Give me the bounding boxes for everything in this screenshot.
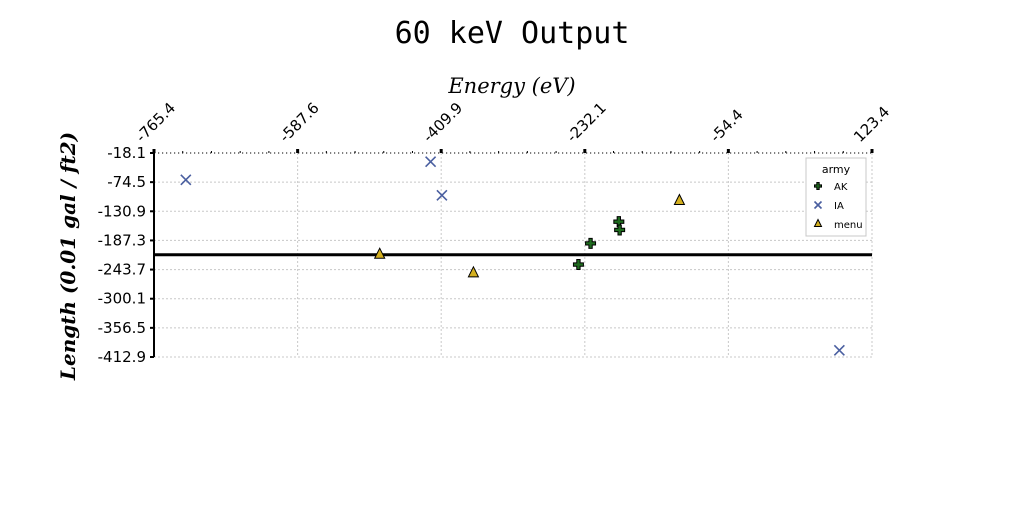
y-tick-label: -243.7 [98, 261, 146, 279]
x-tick-label: -587.6 [276, 99, 323, 146]
legend-label: menu [834, 220, 863, 231]
legend-marker-menu [813, 218, 823, 227]
data-point-ia [425, 156, 437, 168]
legend-title: army [822, 163, 851, 176]
y-tick-label: -356.5 [98, 319, 146, 337]
legend-label: IA [834, 201, 844, 212]
x-axis-label: Energy (eV) [447, 74, 575, 98]
data-point-menu [673, 193, 686, 205]
y-tick-label: -18.1 [107, 144, 146, 162]
data-point-ia [833, 344, 845, 356]
tick-labels: -765.4 -587.6 -409.9 -232.1 -54.4 123.4 -18.1 -… [98, 99, 894, 366]
y-tick-label: -412.9 [98, 348, 146, 366]
data-point-ak [613, 216, 625, 228]
data-point-ia [180, 174, 192, 186]
legend-box [805, 157, 867, 237]
legend: army AK IA menu [805, 157, 867, 237]
data-point-ak [572, 259, 584, 271]
y-axis-label: Length (0.01 gal / ft2) [56, 132, 80, 381]
y-tick-label: -187.3 [98, 231, 146, 249]
x-tick-label: -232.1 [563, 99, 610, 146]
y-tick-label: -300.1 [98, 290, 146, 308]
legend-label: AK [834, 182, 848, 193]
legend-marker-ak [814, 182, 822, 190]
x-tick-label: -409.9 [419, 99, 466, 146]
x-tick-label: -54.4 [706, 106, 746, 146]
y-tick-label: -74.5 [107, 173, 146, 191]
axes [150, 149, 874, 358]
data-point-ia [436, 189, 448, 201]
legend-marker-ia [813, 200, 823, 210]
data-point-ak [585, 237, 597, 249]
x-tick-label: -765.4 [132, 99, 179, 146]
data-point-menu [467, 265, 480, 278]
x-tick-label: 123.4 [850, 103, 893, 146]
y-tick-label: -130.9 [98, 202, 146, 220]
chart-title: 60 keV Output [395, 16, 630, 51]
data-point-menu [373, 247, 386, 259]
data-point-ak [614, 224, 626, 236]
data-points [180, 156, 845, 356]
